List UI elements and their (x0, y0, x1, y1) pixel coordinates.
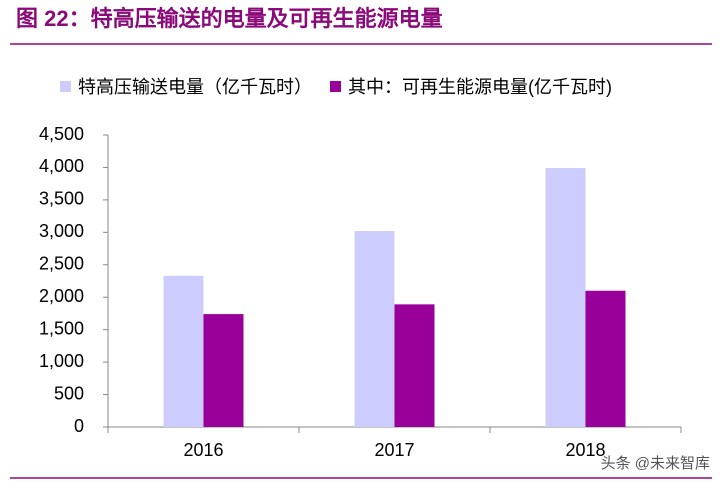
x-tick-label: 2016 (183, 440, 223, 460)
y-tick-label: 3,500 (39, 189, 84, 209)
legend-swatch (60, 81, 71, 92)
y-tick-label: 2,000 (39, 286, 84, 306)
legend-label: 其中：可再生能源电量(亿千瓦时) (348, 77, 612, 97)
bar (354, 231, 395, 427)
y-tick-label: 2,500 (39, 254, 84, 274)
bar (585, 290, 626, 427)
legend-swatch (330, 81, 341, 92)
chart-title: 图 22：特高压输送的电量及可再生能源电量 (16, 6, 443, 31)
bar (394, 304, 435, 427)
y-tick-label: 3,000 (39, 221, 84, 241)
y-tick-label: 4,000 (39, 156, 84, 176)
bar (203, 314, 244, 427)
y-tick-label: 1,000 (39, 351, 84, 371)
x-tick-label: 2018 (565, 440, 605, 460)
legend-label: 特高压输送电量（亿千瓦时） (78, 77, 312, 97)
bar (163, 275, 204, 427)
y-tick-label: 500 (54, 383, 84, 403)
bar (545, 168, 586, 428)
x-tick-label: 2017 (374, 440, 414, 460)
y-tick-label: 1,500 (39, 318, 84, 338)
y-tick-label: 0 (74, 416, 84, 436)
watermark: 头条 @未来智库 (601, 454, 710, 472)
y-tick-label: 4,500 (39, 124, 84, 144)
